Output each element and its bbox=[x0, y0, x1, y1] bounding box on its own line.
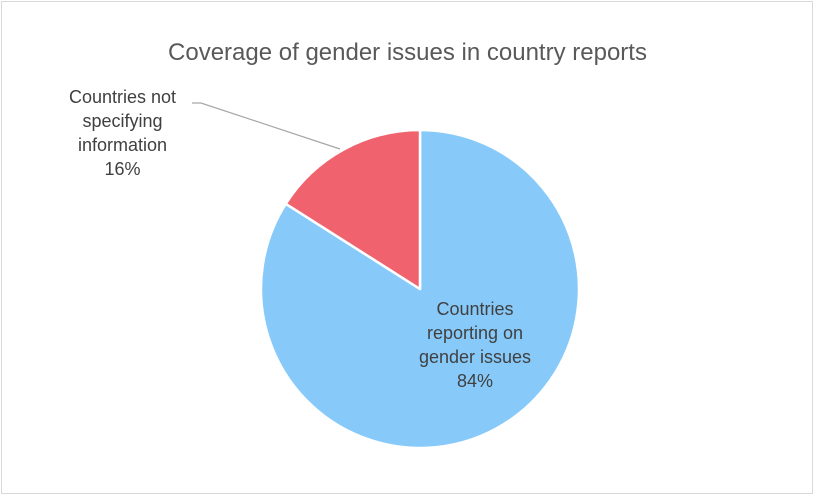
slice-label-line: Countries bbox=[436, 299, 514, 319]
slice-label-line: gender issues bbox=[418, 347, 532, 367]
slice-label-line: information bbox=[77, 135, 168, 155]
slice-label-line: Countries not bbox=[68, 87, 177, 107]
slice-value-label: 16% bbox=[104, 159, 141, 179]
slice-label-reporting: Countries reporting on gender issues 84% bbox=[390, 297, 560, 393]
slice-label-not-specifying: Countries not specifying information 16% bbox=[30, 85, 215, 181]
chart-title: Coverage of gender issues in country rep… bbox=[168, 39, 647, 66]
slice-label-line: reporting on bbox=[426, 323, 524, 343]
pie-slice-not-specifying bbox=[284, 128, 422, 291]
slice-label-line: specifying bbox=[82, 111, 163, 131]
slice-value-label: 84% bbox=[456, 371, 494, 391]
leader-line bbox=[192, 102, 341, 150]
